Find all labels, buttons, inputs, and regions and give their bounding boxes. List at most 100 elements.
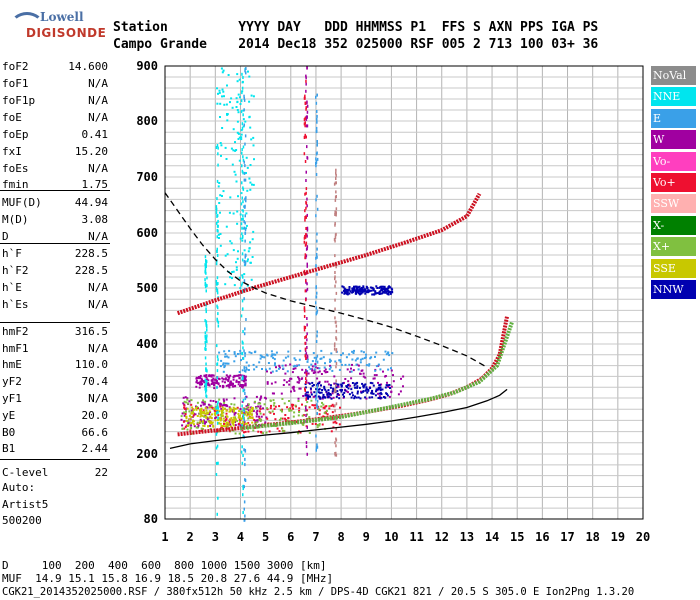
echo-dot bbox=[243, 412, 246, 414]
echo-dot bbox=[204, 400, 207, 403]
echo-dot bbox=[180, 418, 183, 421]
spike-dot bbox=[304, 326, 307, 329]
echo-dot bbox=[225, 158, 228, 160]
spike-dot bbox=[205, 283, 207, 287]
echo-dot bbox=[332, 389, 335, 392]
echo-dot bbox=[227, 356, 230, 359]
spike-dot bbox=[205, 260, 207, 263]
echo-dot bbox=[234, 141, 236, 144]
spike-dot bbox=[243, 108, 245, 112]
spike-dot bbox=[315, 161, 318, 164]
echo-dot bbox=[218, 410, 220, 413]
echo-dot bbox=[233, 352, 236, 355]
spike-dot bbox=[243, 123, 245, 127]
echo-dot bbox=[214, 412, 217, 414]
echo-dot bbox=[219, 365, 222, 368]
echo-dot bbox=[183, 400, 186, 403]
echo-dot bbox=[289, 407, 292, 410]
spike-dot bbox=[204, 255, 207, 259]
echo-dot bbox=[348, 288, 351, 291]
echo-dot bbox=[285, 381, 288, 384]
spike-dot bbox=[245, 71, 247, 75]
echo-dot bbox=[197, 407, 199, 410]
echo-dot bbox=[319, 397, 322, 400]
w_cluster_mid bbox=[195, 374, 247, 390]
echo-dot bbox=[388, 395, 391, 398]
spike-dot bbox=[335, 211, 337, 215]
echo-dot bbox=[373, 377, 376, 380]
spike-dot bbox=[305, 206, 307, 210]
echo-dot bbox=[371, 293, 374, 296]
spike-dot bbox=[244, 253, 247, 257]
echo-dot bbox=[232, 128, 235, 131]
echo-dot bbox=[236, 210, 239, 213]
echo-dot bbox=[388, 384, 391, 386]
spike-dot bbox=[316, 114, 318, 118]
echo-dot bbox=[243, 249, 246, 252]
echo-dot bbox=[272, 356, 275, 359]
echo-dot bbox=[321, 389, 324, 391]
spike-dot bbox=[334, 271, 336, 274]
param-value: 228.5 bbox=[74, 264, 108, 277]
echo-dot bbox=[336, 390, 339, 393]
echo-dot bbox=[247, 421, 250, 424]
spike-dot bbox=[243, 94, 245, 98]
spike-dot bbox=[206, 334, 208, 338]
echo-dot bbox=[236, 257, 239, 260]
param-hmf2: hmF2 316.5 bbox=[2, 325, 108, 341]
spike-dot bbox=[216, 317, 218, 321]
echo-dot bbox=[256, 409, 259, 412]
echo-dot bbox=[319, 396, 322, 399]
echo-dot bbox=[189, 429, 192, 432]
echo-dot bbox=[304, 394, 307, 397]
param-name: foF1 bbox=[2, 77, 29, 90]
echo-dot bbox=[345, 390, 348, 393]
echo-dot bbox=[269, 399, 272, 402]
echo-dot bbox=[386, 292, 389, 295]
spike-dot bbox=[305, 357, 307, 360]
echo-dot bbox=[309, 387, 312, 390]
echo-dot bbox=[364, 383, 367, 386]
spike-dot bbox=[306, 110, 309, 114]
echo-dot bbox=[353, 287, 356, 290]
echo-dot bbox=[383, 396, 385, 398]
spike-dot bbox=[217, 146, 219, 150]
echo-dot bbox=[235, 268, 238, 271]
echo-dot bbox=[294, 359, 297, 361]
spike-dot bbox=[305, 227, 307, 230]
echo-dot bbox=[225, 412, 228, 415]
echo-dot bbox=[205, 376, 208, 379]
echo-dot bbox=[249, 408, 252, 411]
echo-dot bbox=[347, 380, 350, 383]
spike-dot bbox=[305, 170, 307, 174]
param-he: h`E N/A bbox=[2, 281, 108, 297]
echo-dot bbox=[266, 354, 269, 357]
spike-dot bbox=[316, 272, 318, 276]
echo-dot bbox=[186, 397, 189, 400]
echo-dot bbox=[245, 408, 248, 410]
echo-dot bbox=[329, 359, 332, 362]
echo-dot bbox=[183, 406, 186, 409]
echo-dot bbox=[344, 389, 347, 392]
echo-dot bbox=[258, 410, 261, 413]
spike-dot bbox=[242, 414, 245, 418]
echo-dot bbox=[213, 381, 216, 384]
spike-dot bbox=[306, 425, 308, 429]
echo-dot bbox=[362, 385, 365, 388]
echo-dot bbox=[248, 116, 251, 119]
legend-item-w: W bbox=[651, 130, 696, 150]
spike-dot bbox=[244, 260, 247, 264]
echo-dot bbox=[399, 390, 402, 393]
echo-dot bbox=[234, 418, 237, 421]
echo-dot bbox=[232, 424, 235, 427]
echo-dot bbox=[274, 418, 277, 421]
echo-dot bbox=[338, 397, 341, 400]
echo-dot bbox=[221, 127, 224, 129]
echo-dot bbox=[184, 413, 187, 415]
echo-dot bbox=[228, 349, 231, 352]
echo-dot bbox=[220, 418, 223, 421]
echo-dot bbox=[203, 415, 206, 418]
echo-dot bbox=[203, 410, 206, 413]
spike-dot bbox=[205, 362, 207, 366]
echo-dot bbox=[220, 407, 223, 410]
